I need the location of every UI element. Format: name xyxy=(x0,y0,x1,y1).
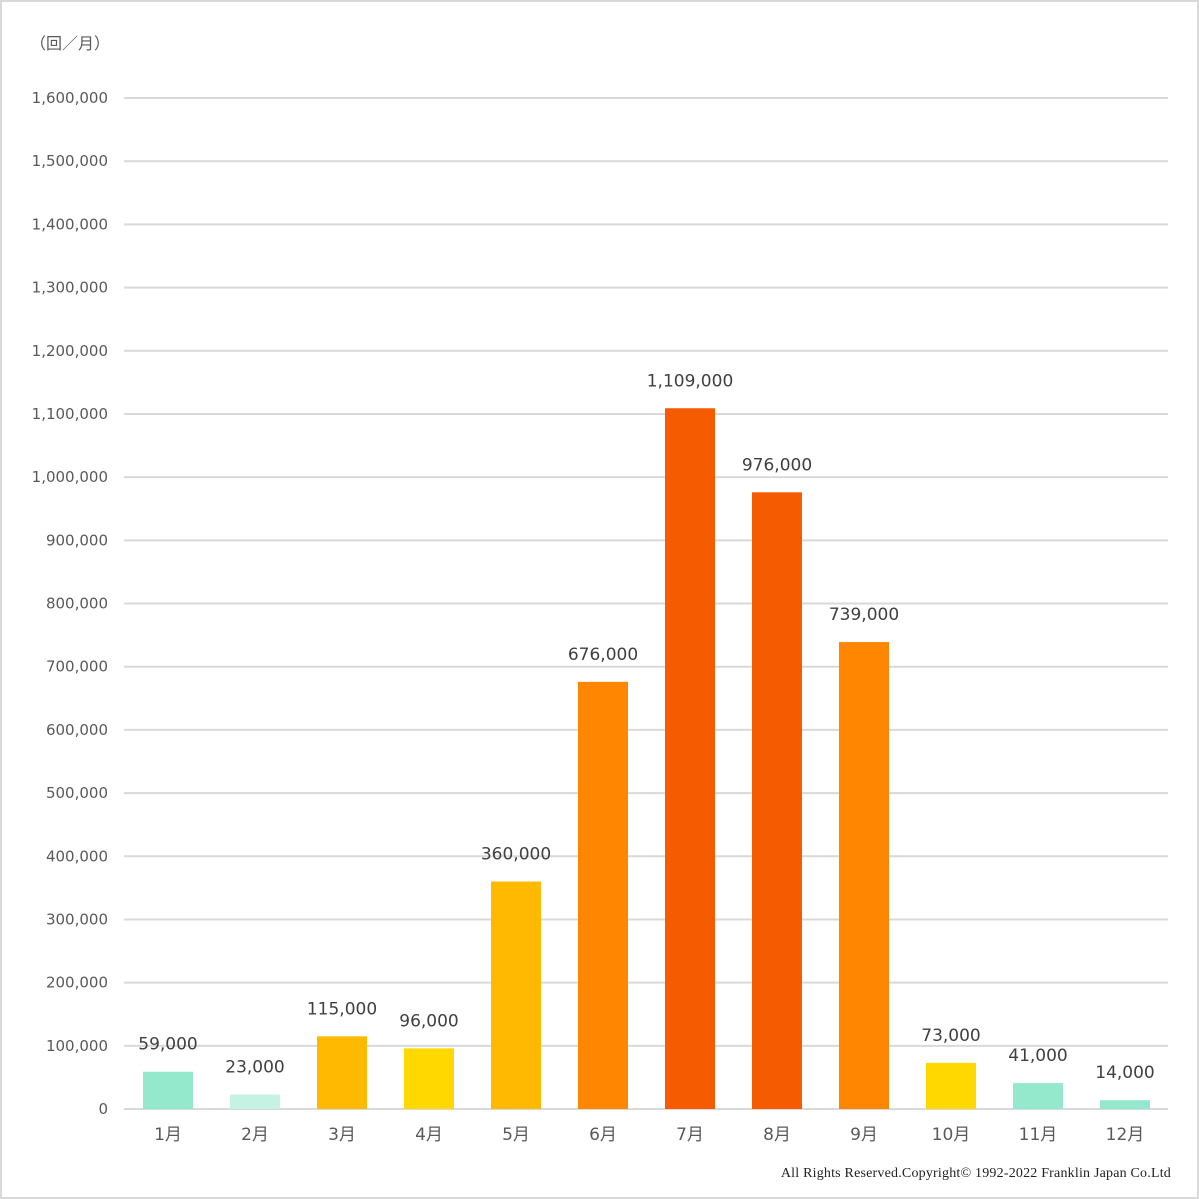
data-label-9: 739,000 xyxy=(829,605,899,625)
gridlines xyxy=(124,97,1168,1110)
y-tick-label: 700,000 xyxy=(46,658,108,676)
data-label-2: 23,000 xyxy=(225,1057,284,1077)
bars xyxy=(143,408,1150,1109)
y-tick-label: 300,000 xyxy=(46,910,108,928)
bar-4 xyxy=(404,1048,454,1109)
data-label-4: 96,000 xyxy=(399,1011,458,1031)
y-tick-label: 1,500,000 xyxy=(32,152,108,170)
data-label-6: 676,000 xyxy=(568,645,638,665)
x-tick-label-8: 8月 xyxy=(763,1125,791,1145)
x-tick-label-2: 2月 xyxy=(241,1125,269,1145)
y-tick-label: 1,000,000 xyxy=(32,468,108,486)
data-label-12: 14,000 xyxy=(1095,1063,1154,1083)
y-tick-label: 100,000 xyxy=(46,1037,108,1055)
y-tick-label: 900,000 xyxy=(46,531,108,549)
x-tick-label-11: 11月 xyxy=(1019,1125,1058,1145)
x-tick-label-10: 10月 xyxy=(932,1125,971,1145)
y-tick-label: 0 xyxy=(98,1100,108,1118)
data-label-3: 115,000 xyxy=(307,999,377,1019)
y-tick-label: 400,000 xyxy=(46,847,108,865)
y-tick-label: 1,400,000 xyxy=(32,215,108,233)
data-label-1: 59,000 xyxy=(138,1035,197,1055)
y-tick-label: 600,000 xyxy=(46,721,108,739)
y-tick-label: 1,300,000 xyxy=(32,279,108,297)
data-label-10: 73,000 xyxy=(921,1026,980,1046)
bar-1 xyxy=(143,1071,193,1109)
y-tick-label: 500,000 xyxy=(46,784,108,802)
bar-10 xyxy=(926,1062,976,1109)
bar-12 xyxy=(1100,1100,1150,1109)
x-tick-label-6: 6月 xyxy=(589,1125,617,1145)
data-labels: 59,000 23,000 115,000 96,000 360,000 676,000 1… xyxy=(138,371,1154,1083)
y-axis-unit-label: （回／月） xyxy=(30,34,111,53)
data-label-11: 41,000 xyxy=(1008,1046,1067,1066)
data-label-8: 976,000 xyxy=(742,455,812,475)
bar-2 xyxy=(230,1094,280,1109)
bar-9 xyxy=(839,642,889,1109)
bar-8 xyxy=(752,492,802,1109)
x-tick-label-7: 7月 xyxy=(676,1125,704,1145)
bar-11 xyxy=(1013,1083,1063,1109)
x-tick-label-1: 1月 xyxy=(154,1125,182,1145)
y-tick-label: 1,200,000 xyxy=(32,342,108,360)
data-label-5: 360,000 xyxy=(481,845,551,865)
bar-7 xyxy=(665,408,715,1109)
x-tick-label-4: 4月 xyxy=(415,1125,443,1145)
y-tick-label: 1,100,000 xyxy=(32,405,108,423)
x-tick-label-9: 9月 xyxy=(850,1125,878,1145)
copyright-notice: All Rights Reserved.Copyright© 1992-2022… xyxy=(780,1166,1171,1181)
y-axis-ticks: 0 100,000 200,000 300,000 400,000 500,000 600,… xyxy=(32,89,108,1118)
bar-5 xyxy=(491,881,541,1109)
y-tick-label: 800,000 xyxy=(46,595,108,613)
y-tick-label: 200,000 xyxy=(46,974,108,992)
y-tick-label: 1,600,000 xyxy=(32,89,108,107)
data-label-7: 1,109,000 xyxy=(647,371,734,391)
x-tick-label-12: 12月 xyxy=(1106,1125,1145,1145)
bar-6 xyxy=(578,681,628,1109)
x-axis-ticks: 1月 2月 3月 4月 5月 6月 7月 8月 9月 10月 11月 12月 xyxy=(154,1125,1144,1145)
bar-3 xyxy=(317,1036,367,1109)
x-tick-label-5: 5月 xyxy=(502,1125,530,1145)
x-tick-label-3: 3月 xyxy=(328,1125,356,1145)
